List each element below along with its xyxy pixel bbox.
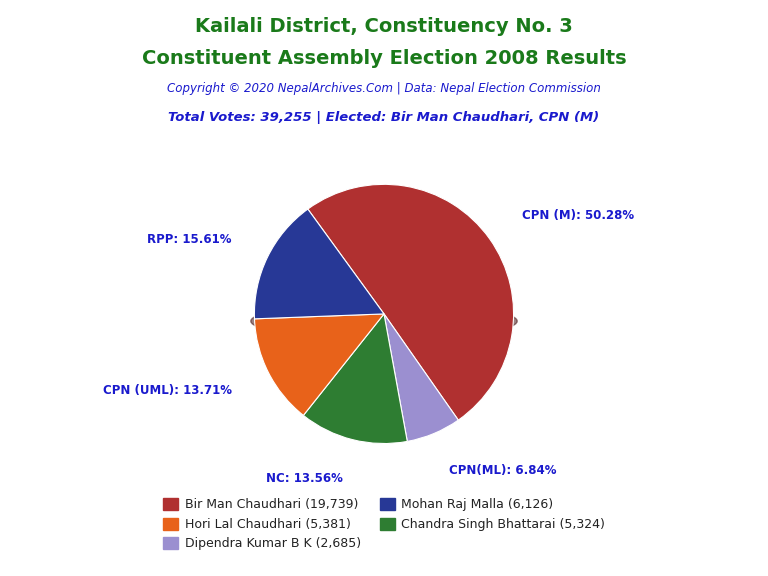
Text: CPN (M): 50.28%: CPN (M): 50.28% bbox=[522, 209, 634, 222]
Wedge shape bbox=[254, 314, 384, 415]
Text: Constituent Assembly Election 2008 Results: Constituent Assembly Election 2008 Resul… bbox=[141, 49, 627, 68]
Ellipse shape bbox=[251, 303, 517, 339]
Wedge shape bbox=[384, 314, 458, 441]
Text: NC: 13.56%: NC: 13.56% bbox=[266, 472, 343, 485]
Wedge shape bbox=[303, 314, 407, 444]
Text: Total Votes: 39,255 | Elected: Bir Man Chaudhari, CPN (M): Total Votes: 39,255 | Elected: Bir Man C… bbox=[168, 111, 600, 124]
Text: CPN (UML): 13.71%: CPN (UML): 13.71% bbox=[104, 384, 233, 397]
Legend: Bir Man Chaudhari (19,739), Hori Lal Chaudhari (5,381), Dipendra Kumar B K (2,68: Bir Man Chaudhari (19,739), Hori Lal Cha… bbox=[164, 498, 604, 550]
Text: Kailali District, Constituency No. 3: Kailali District, Constituency No. 3 bbox=[195, 17, 573, 36]
Text: Copyright © 2020 NepalArchives.Com | Data: Nepal Election Commission: Copyright © 2020 NepalArchives.Com | Dat… bbox=[167, 82, 601, 95]
Text: RPP: 15.61%: RPP: 15.61% bbox=[147, 233, 231, 246]
Wedge shape bbox=[254, 209, 384, 319]
Wedge shape bbox=[308, 184, 514, 420]
Text: CPN(ML): 6.84%: CPN(ML): 6.84% bbox=[449, 464, 557, 478]
